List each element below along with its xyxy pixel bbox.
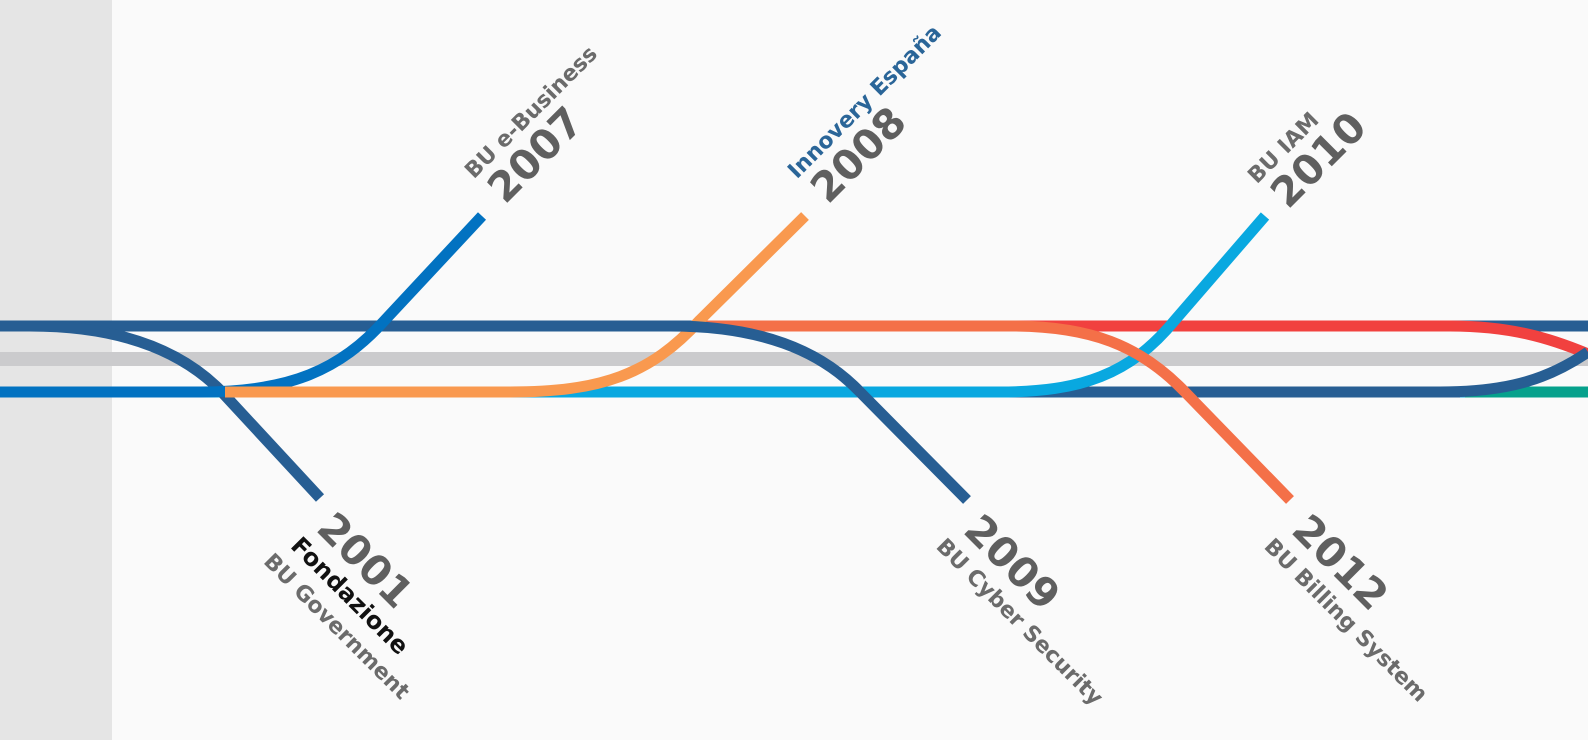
track-red-upper [1010,320,1588,360]
milestone-2009: 2009 BU Cyber Security [931,505,1108,711]
branch-2010 [900,212,1270,398]
milestone-2008: 2008 Innovery España [783,20,946,212]
milestone-2001: 2001 Fondazione BU Government [258,503,422,705]
track-navy-merge [1439,347,1588,398]
branch-2001 [0,320,325,502]
branch-2012 [990,320,1294,504]
milestone-2012: 2012 BU Billing System [1259,505,1432,707]
left-sidebar-band [0,0,112,740]
milestone-2007: 2007 BU e-Business [460,42,602,213]
main-rail [0,352,1588,366]
milestone-2010: 2010 BU IAM [1243,102,1375,217]
branch-2009 [640,320,971,504]
branch-2008 [225,212,809,398]
branch-2007 [0,212,487,398]
